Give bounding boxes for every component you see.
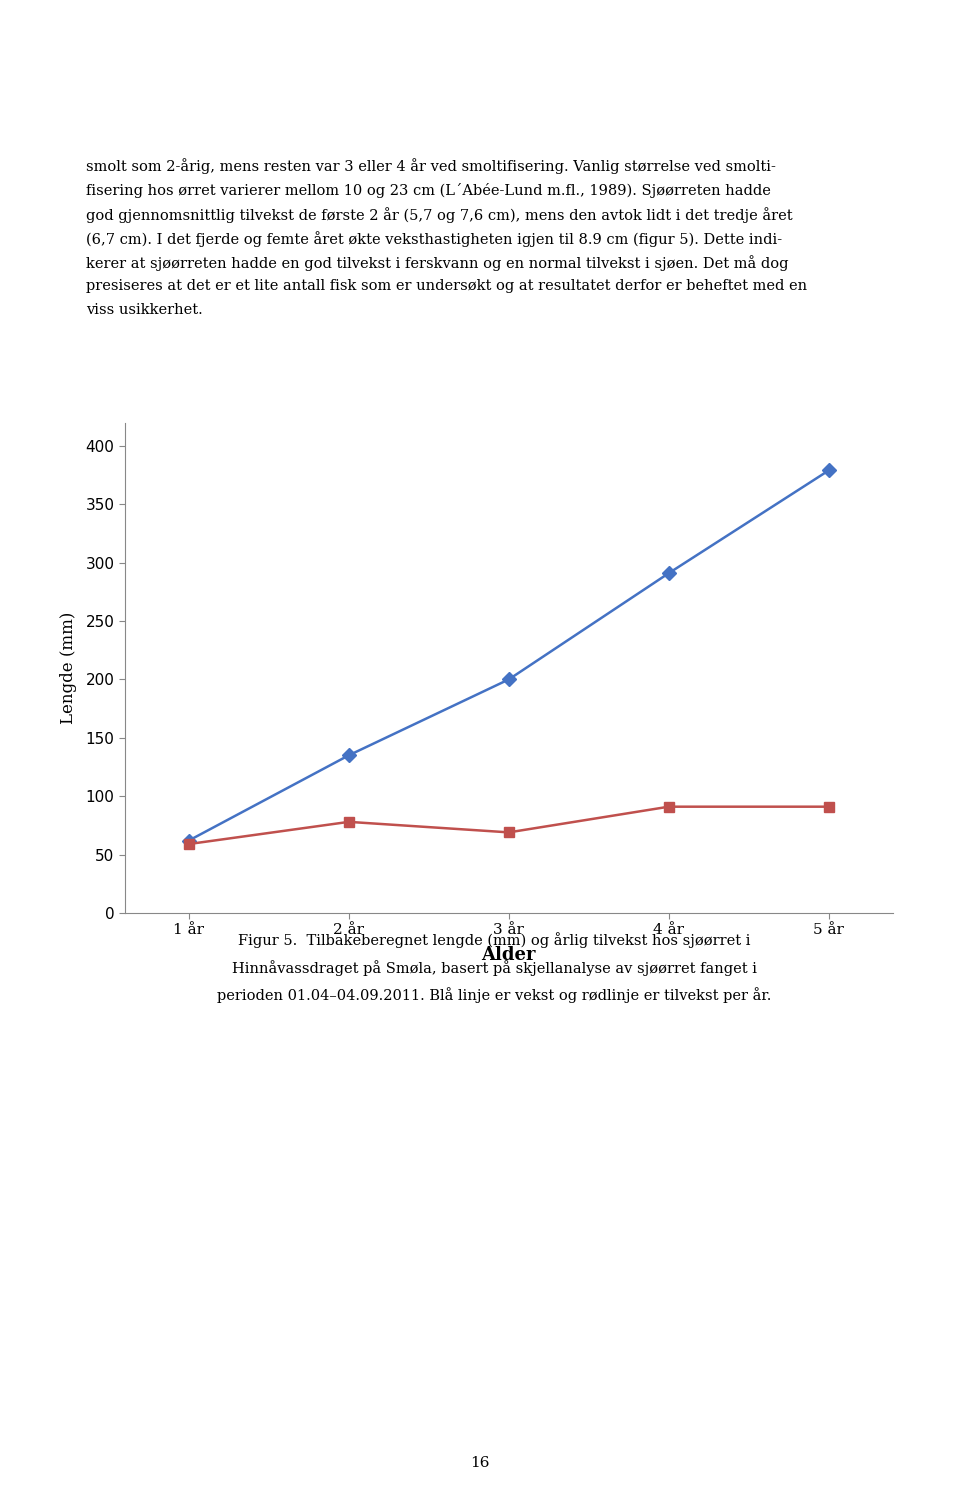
Text: kerer at sjøørreten hadde en god tilvekst i ferskvann og en normal tilvekst i sj: kerer at sjøørreten hadde en god tilveks… (86, 255, 789, 272)
X-axis label: Alder: Alder (482, 946, 536, 964)
Text: perioden 01.04–04.09.2011. Blå linje er vekst og rødlinje er tilvekst per år.: perioden 01.04–04.09.2011. Blå linje er … (217, 987, 772, 1003)
Y-axis label: Lengde (mm): Lengde (mm) (60, 611, 77, 724)
Text: god gjennomsnittlig tilvekst de første 2 år (5,7 og 7,6 cm), mens den avtok lidt: god gjennomsnittlig tilvekst de første 2… (86, 207, 793, 223)
Text: (6,7 cm). I det fjerde og femte året økte veksthastigheten igjen til 8.9 cm (fig: (6,7 cm). I det fjerde og femte året økt… (86, 231, 782, 247)
Text: smolt som 2-årig, mens resten var 3 eller 4 år ved smoltifisering. Vanlig større: smolt som 2-årig, mens resten var 3 elle… (86, 158, 777, 175)
Text: 16: 16 (470, 1456, 490, 1470)
Text: presiseres at det er et lite antall fisk som er undersøkt og at resultatet derfo: presiseres at det er et lite antall fisk… (86, 279, 807, 293)
Text: Figur 5.  Tilbakeberegnet lengde (mm) og årlig tilvekst hos sjøørret i: Figur 5. Tilbakeberegnet lengde (mm) og … (238, 933, 751, 949)
Text: viss usikkerhet.: viss usikkerhet. (86, 303, 204, 317)
Text: Hinnåvassdraget på Smøla, basert på skjellanalyse av sjøørret fanget i: Hinnåvassdraget på Smøla, basert på skje… (232, 960, 756, 976)
Text: fisering hos ørret varierer mellom 10 og 23 cm (L´Abée-Lund m.fl., 1989). Sjøørr: fisering hos ørret varierer mellom 10 og… (86, 183, 771, 198)
